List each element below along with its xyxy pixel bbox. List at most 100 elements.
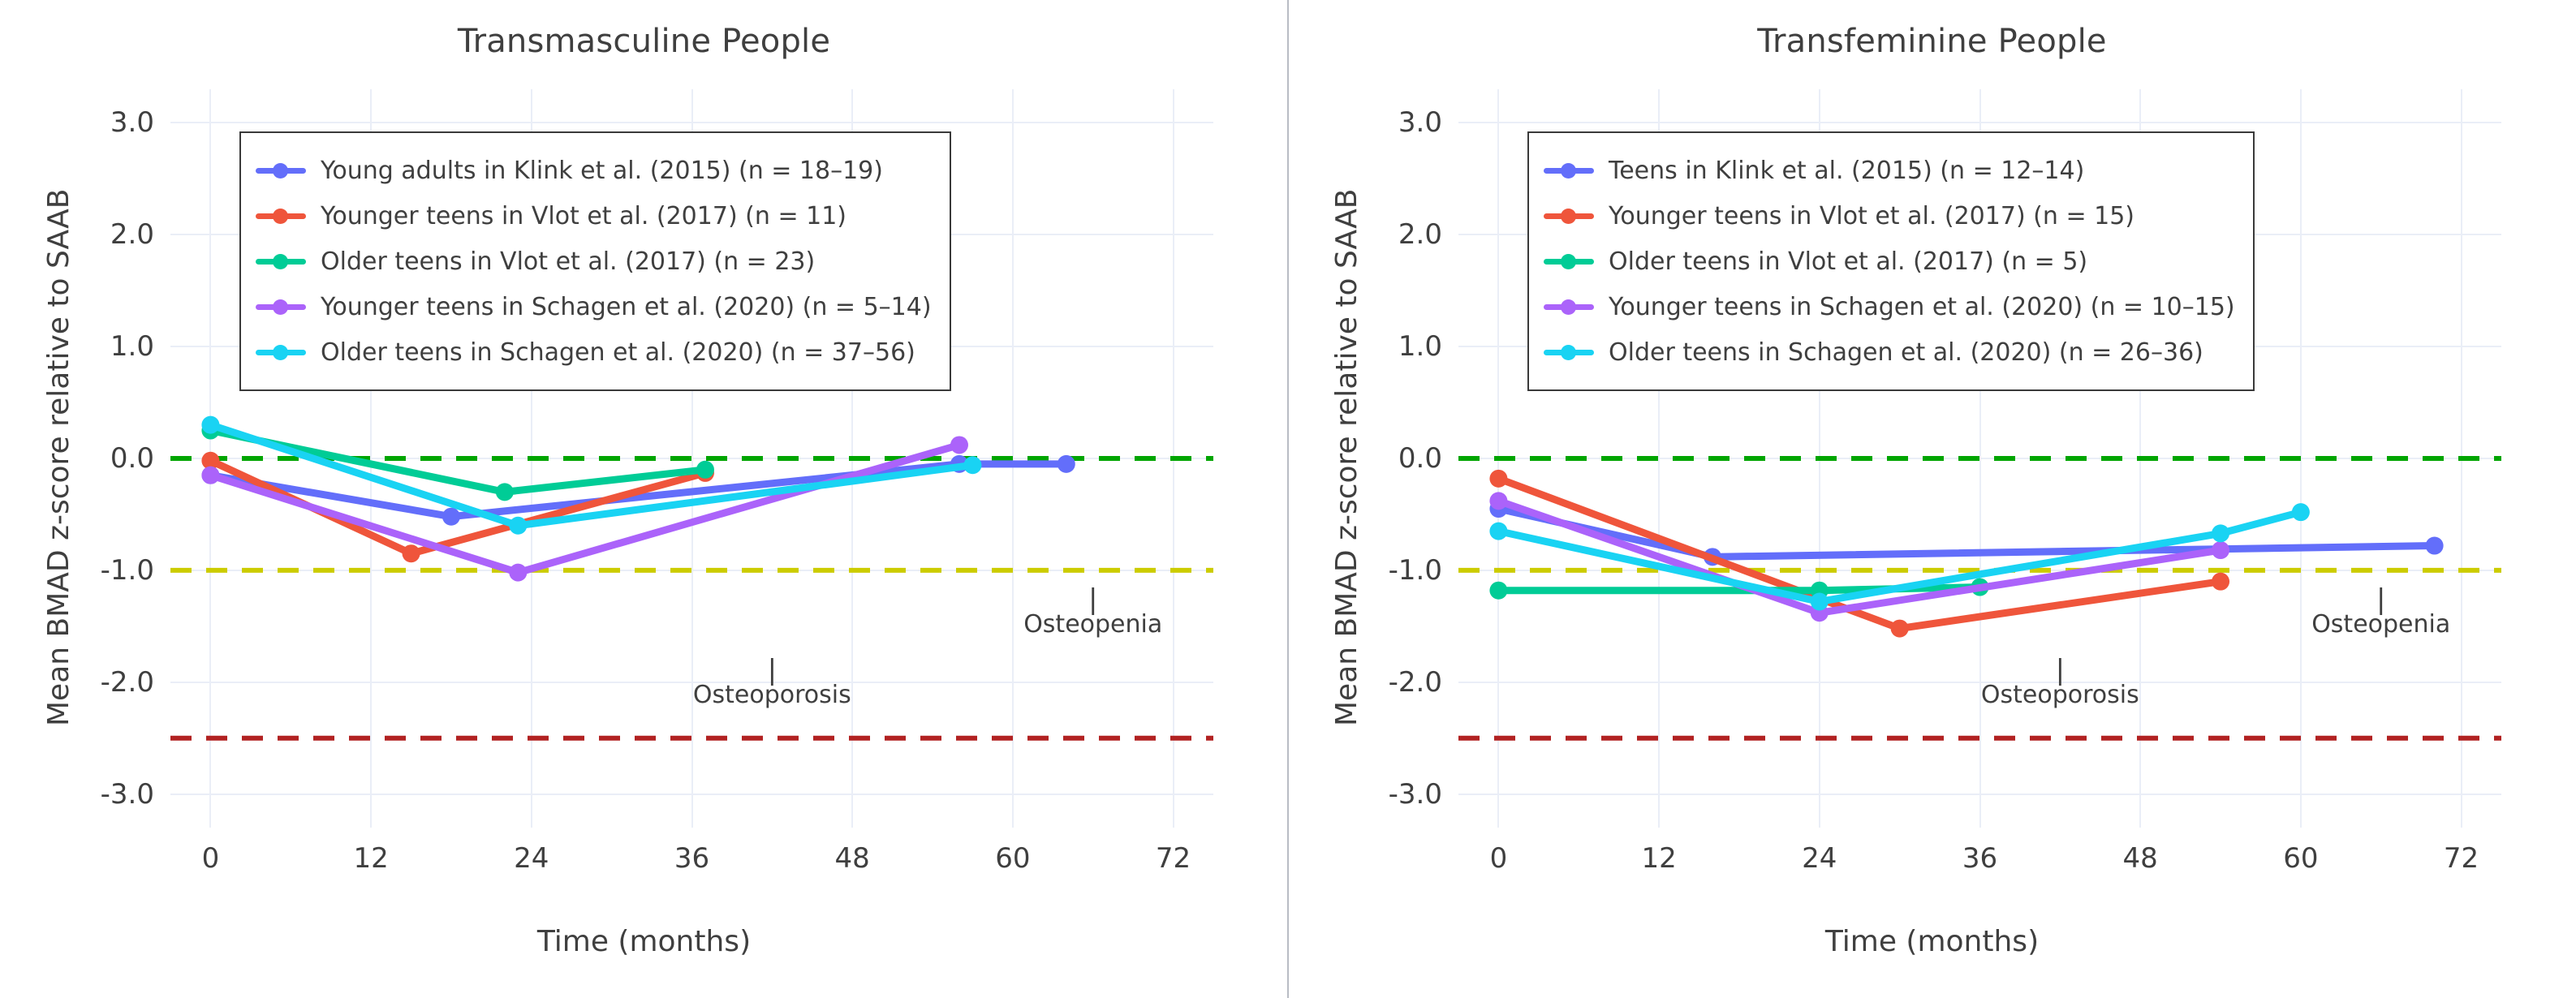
legend-item[interactable]: Younger teens in Schagen et al. (2020) (…	[1544, 284, 2235, 329]
legend-marker-icon	[256, 208, 306, 224]
x-tick-label: 12	[353, 842, 389, 875]
legend-item[interactable]: Younger teens in Vlot et al. (2017) (n =…	[256, 193, 932, 239]
legend-item[interactable]: Young adults in Klink et al. (2015) (n =…	[256, 148, 932, 193]
gridline-horizontal	[170, 681, 1213, 683]
legend-label: Younger teens in Vlot et al. (2017) (n =…	[321, 201, 846, 230]
legend-item[interactable]: Younger teens in Schagen et al. (2020) (…	[256, 284, 932, 329]
data-point	[1489, 492, 1508, 510]
y-tick-label: -2.0	[100, 665, 154, 699]
x-tick-label: 60	[995, 842, 1031, 875]
data-point	[696, 460, 714, 479]
legend[interactable]: Young adults in Klink et al. (2015) (n =…	[239, 131, 951, 391]
annotation-text: Osteoporosis	[692, 681, 851, 710]
legend[interactable]: Teens in Klink et al. (2015) (n = 12–14)…	[1527, 131, 2255, 391]
x-tick-label: 48	[2122, 842, 2158, 875]
series-layer	[170, 415, 1213, 741]
data-point	[1810, 592, 1829, 611]
legend-item[interactable]: Teens in Klink et al. (2015) (n = 12–14)	[1544, 148, 2235, 193]
annotation-text: Osteopenia	[1023, 610, 1163, 639]
y-axis-label: Mean BMAD z-score relative to SAAB	[1330, 188, 1363, 726]
series-line-2	[206, 427, 709, 496]
y-tick-label: 1.0	[1398, 330, 1442, 363]
data-point	[509, 563, 528, 582]
y-axis-label: Mean BMAD z-score relative to SAAB	[42, 188, 75, 726]
legend-marker-icon	[256, 253, 306, 269]
x-tick-label: 36	[1962, 842, 1998, 875]
data-point	[963, 456, 982, 475]
x-axis-label: Time (months)	[536, 925, 752, 958]
legend-label: Older teens in Vlot et al. (2017) (n = 2…	[321, 247, 816, 276]
annotation-tick-icon: |	[2055, 653, 2066, 686]
legend-item[interactable]: Older teens in Vlot et al. (2017) (n = 2…	[256, 239, 932, 284]
data-point	[950, 436, 968, 454]
annotation-tick-icon: |	[767, 653, 778, 686]
gridline-horizontal	[1458, 793, 2501, 795]
data-point	[201, 415, 220, 434]
data-point	[2291, 503, 2310, 522]
legend-item[interactable]: Older teens in Vlot et al. (2017) (n = 5…	[1544, 239, 2235, 284]
gridline-horizontal	[170, 122, 1213, 124]
gridline-horizontal	[1458, 122, 2501, 124]
legend-label: Younger teens in Schagen et al. (2020) (…	[321, 292, 932, 321]
y-tick-label: 3.0	[1398, 106, 1442, 140]
x-tick-label: 72	[1155, 842, 1191, 875]
y-tick-label: -3.0	[1388, 777, 1442, 811]
x-tick-label: 24	[514, 842, 549, 875]
annotation-osteopenia: | Osteopenia	[1023, 583, 1163, 639]
y-tick-label: -1.0	[1388, 553, 1442, 587]
y-tick-label: 0.0	[1398, 442, 1442, 475]
gridline-horizontal	[1458, 458, 2501, 459]
legend-label: Older teens in Schagen et al. (2020) (n …	[321, 338, 915, 367]
chart-panel-transmasculine: Transmasculine People 3.0 2.0 1.0 0.0 -1.0 -2…	[42, 23, 1213, 958]
data-point	[201, 451, 220, 470]
annotation-osteopenia: | Osteopenia	[2311, 586, 2451, 639]
gridline-horizontal	[1458, 681, 2501, 683]
legend-marker-icon	[1544, 253, 1594, 269]
legend-marker-icon	[1544, 344, 1594, 360]
legend-item[interactable]: Younger teens in Vlot et al. (2017) (n =…	[1544, 193, 2235, 239]
gridline-horizontal	[170, 458, 1213, 459]
panel-divider	[1287, 0, 1289, 998]
gridline-horizontal	[170, 793, 1213, 795]
y-tick-label: -3.0	[100, 777, 154, 811]
y-tick-label: -2.0	[1388, 665, 1442, 699]
y-tick-label: 2.0	[110, 218, 154, 252]
data-point	[2212, 572, 2230, 591]
y-tick-label: 0.0	[110, 442, 154, 475]
series-layer	[1458, 456, 2501, 741]
gridline-horizontal	[170, 569, 1213, 571]
x-tick-label: 24	[1802, 842, 1837, 875]
data-point	[1489, 522, 1508, 540]
annotation-text: Osteopenia	[2311, 610, 2451, 639]
legend-label: Young adults in Klink et al. (2015) (n =…	[321, 156, 883, 185]
data-point	[1890, 619, 1909, 638]
panel-title: Transmasculine People	[457, 23, 831, 60]
annotation-text: Osteoporosis	[1980, 681, 2139, 710]
y-tick-label: 2.0	[1398, 218, 1442, 252]
annotation-osteoporosis: | Osteoporosis	[1980, 653, 2139, 710]
data-point	[495, 483, 514, 501]
data-point	[2212, 524, 2230, 543]
data-point	[1057, 454, 1075, 473]
x-tick-label: 0	[201, 842, 220, 875]
annotation-osteoporosis: | Osteoporosis	[692, 653, 851, 710]
data-point	[442, 507, 460, 526]
legend-marker-icon	[256, 299, 306, 315]
legend-item[interactable]: Older teens in Schagen et al. (2020) (n …	[1544, 329, 2235, 375]
legend-label: Teens in Klink et al. (2015) (n = 12–14)	[1609, 156, 2085, 185]
y-tick-label: 3.0	[110, 106, 154, 140]
legend-item[interactable]: Older teens in Schagen et al. (2020) (n …	[256, 329, 932, 375]
legend-marker-icon	[1544, 162, 1594, 179]
panel-title: Transfeminine People	[1757, 23, 2107, 60]
series-line-0	[206, 460, 1070, 521]
annotation-tick-icon: |	[1088, 583, 1098, 616]
legend-label: Younger teens in Schagen et al. (2020) (…	[1609, 292, 2235, 321]
legend-marker-icon	[1544, 299, 1594, 315]
x-tick-label: 48	[834, 842, 870, 875]
legend-label: Older teens in Vlot et al. (2017) (n = 5…	[1609, 247, 2088, 276]
x-tick-label: 12	[1641, 842, 1677, 875]
data-point	[201, 466, 220, 484]
legend-marker-icon	[256, 162, 306, 179]
series-line-4	[1494, 508, 2305, 605]
